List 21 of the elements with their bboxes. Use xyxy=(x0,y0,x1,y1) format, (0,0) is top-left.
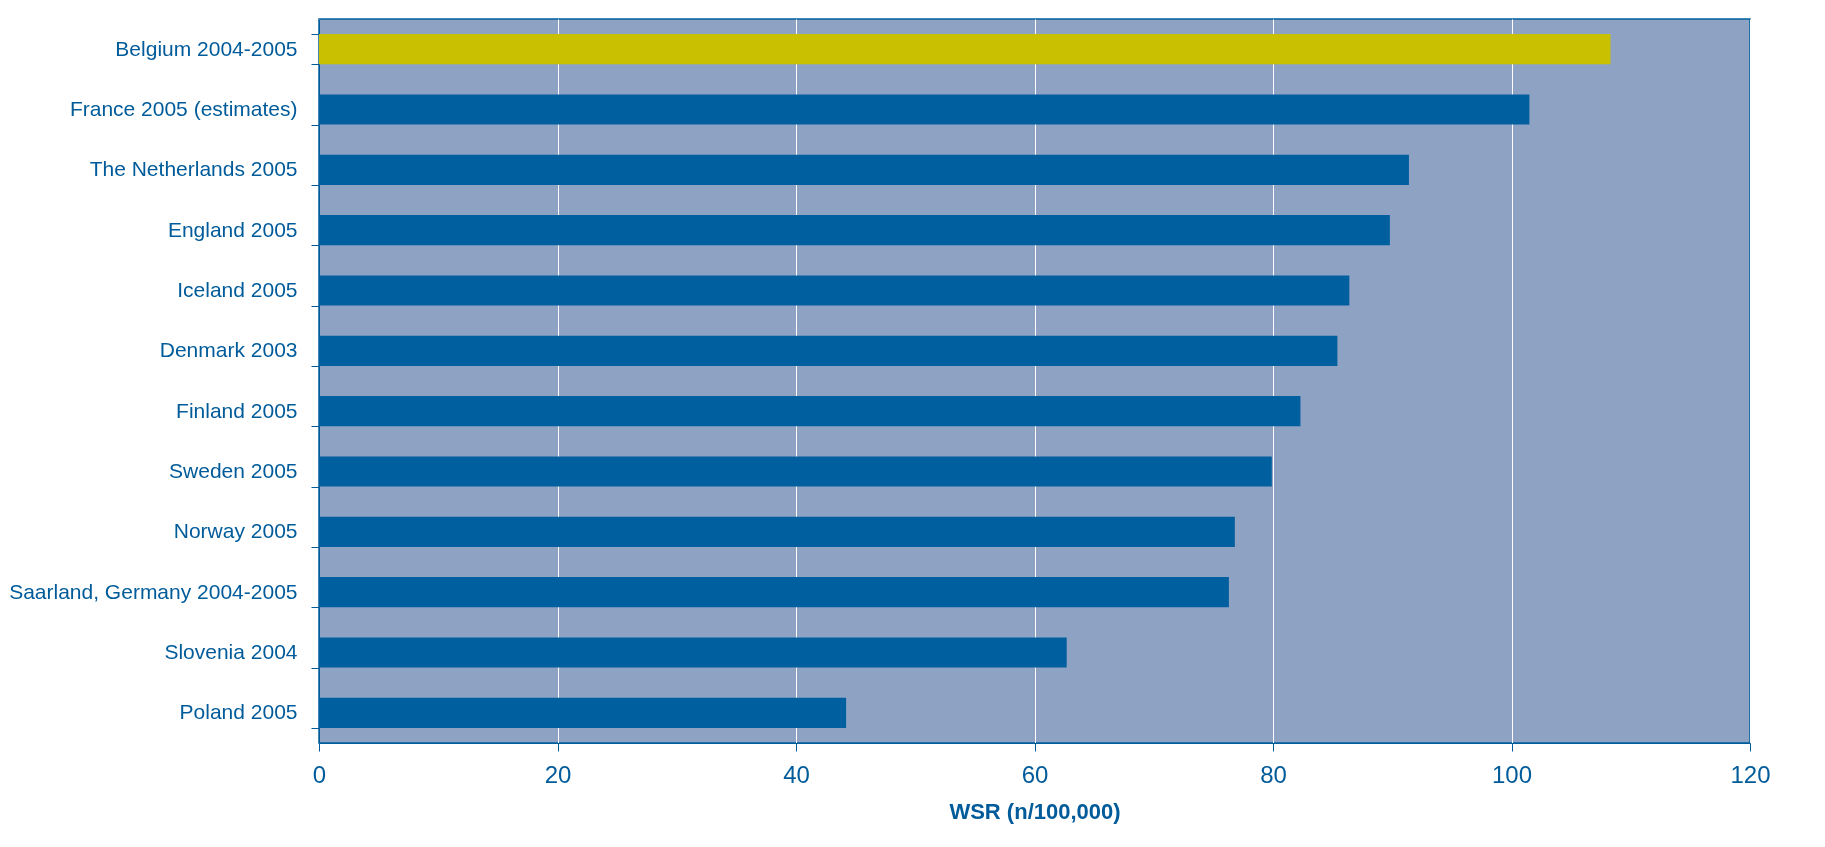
x-tick-label: 100 xyxy=(1491,760,1533,788)
x-axis-title: WSR (n/100,000) xyxy=(949,798,1121,824)
y-tick-label: France 2005 (estimates) xyxy=(69,97,298,120)
x-tick-label: 0 xyxy=(312,760,327,788)
y-tick-label: Sweden 2005 xyxy=(169,459,298,482)
y-tick-label: Poland 2005 xyxy=(179,700,298,724)
y-tick-label: Finland 2005 xyxy=(176,398,298,422)
y-tick-label: Saarland, Germany 2004-2005 xyxy=(9,579,298,603)
x-tick-label: 40 xyxy=(783,760,810,788)
y-tick-label: Belgium 2004-2005 xyxy=(115,36,298,60)
bar xyxy=(319,34,1611,65)
x-tick-label: 80 xyxy=(1260,760,1287,788)
x-tick-label: 120 xyxy=(1730,760,1771,788)
y-tick-label: The Netherlands 2005 xyxy=(89,157,298,181)
x-tick-label: 60 xyxy=(1021,760,1049,788)
y-tick-label: Norway 2005 xyxy=(173,519,298,543)
y-tick-label: Iceland 2005 xyxy=(177,278,298,301)
y-tick-label: Slovenia 2004 xyxy=(164,640,298,663)
y-tick-label: England 2005 xyxy=(167,217,298,241)
y-tick-label: Denmark 2003 xyxy=(159,338,298,362)
x-tick-label: 20 xyxy=(544,760,572,788)
